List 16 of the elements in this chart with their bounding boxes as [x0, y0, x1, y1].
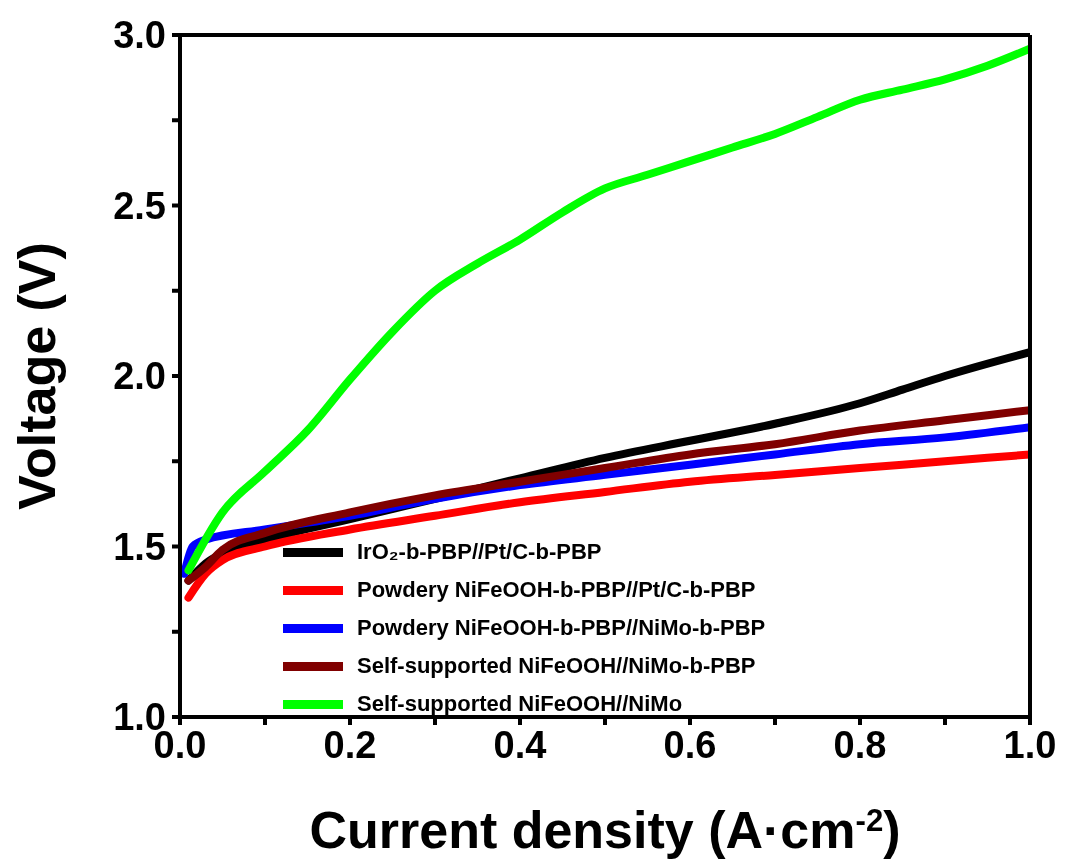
x-tick-label: 0.2: [323, 723, 377, 766]
x-tick-label: 0.8: [833, 723, 887, 766]
legend-label: Powdery NiFeOOH-b-PBP//Pt/C-b-PBP: [357, 577, 756, 603]
legend-label: Powdery NiFeOOH-b-PBP//NiMo-b-PBP: [357, 615, 766, 641]
legend-label: Self-supported NiFeOOH//NiMo: [357, 691, 683, 717]
x-tick-label: 0.4: [493, 723, 547, 766]
y-tick-label: 1.5: [113, 525, 166, 568]
y-tick-label: 3.0: [113, 14, 166, 57]
y-axis-title: Voltage (V): [8, 242, 66, 510]
legend-label: IrO₂-b-PBP//Pt/C-b-PBP: [357, 539, 602, 565]
x-axis-title: Current density (A·cm$^{-2}$): [309, 801, 901, 859]
y-tick-label: 2.0: [113, 355, 166, 398]
x-tick-label: 1.0: [1003, 723, 1057, 766]
legend-label: Self-supported NiFeOOH//NiMo-b-PBP: [357, 653, 756, 679]
x-tick-label: 0.6: [663, 723, 717, 766]
y-tick-label: 2.5: [113, 184, 166, 227]
